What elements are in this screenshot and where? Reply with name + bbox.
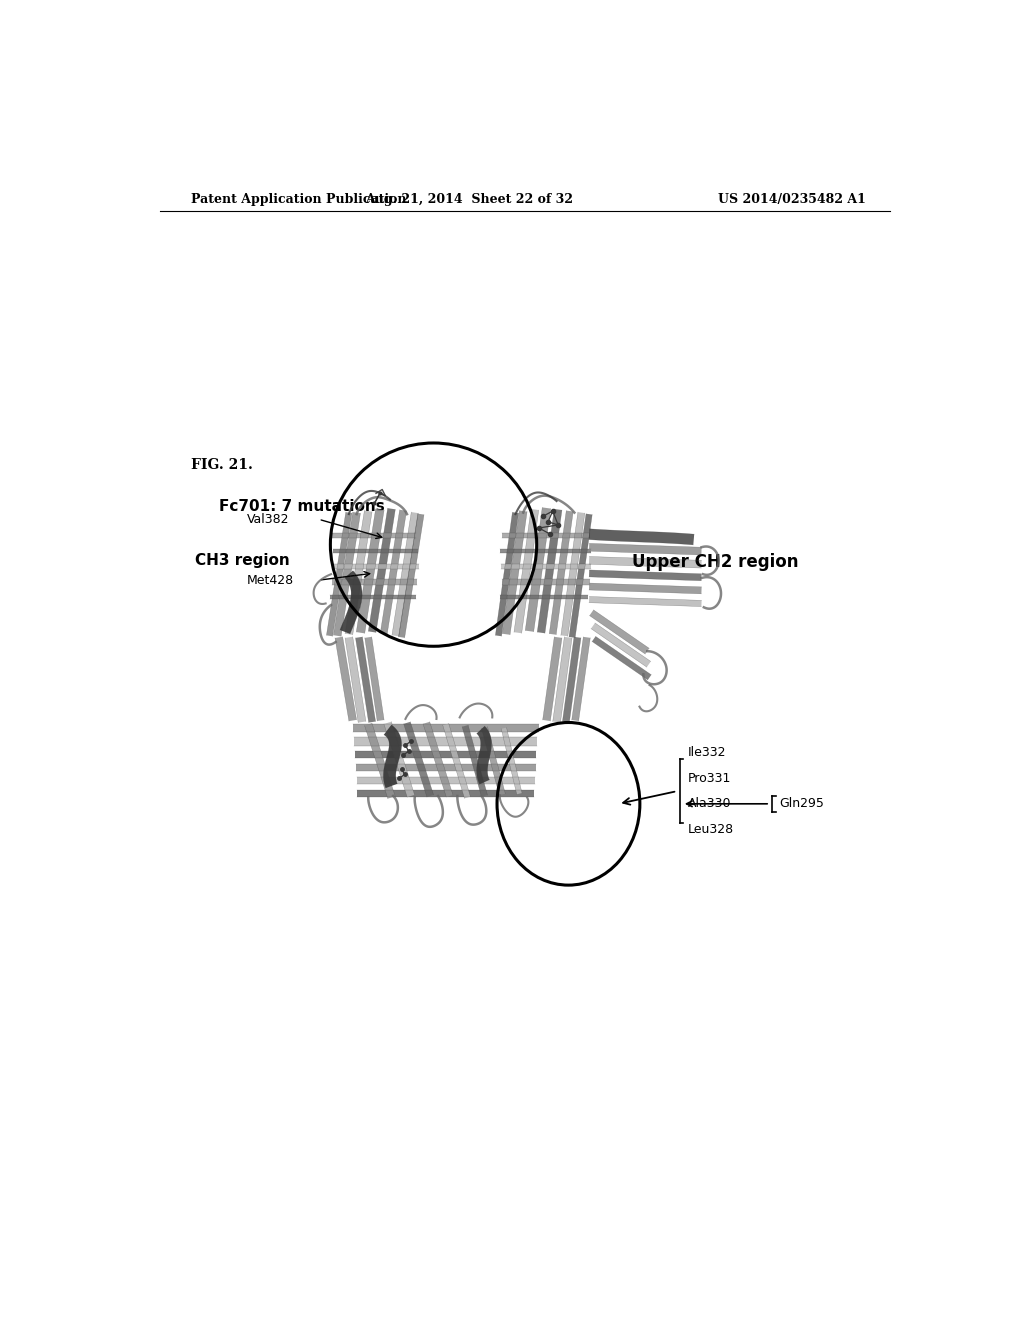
Polygon shape bbox=[331, 533, 417, 539]
Polygon shape bbox=[462, 725, 487, 797]
Polygon shape bbox=[562, 636, 581, 722]
Polygon shape bbox=[332, 579, 417, 585]
Polygon shape bbox=[589, 557, 701, 568]
Polygon shape bbox=[502, 579, 590, 585]
Polygon shape bbox=[501, 564, 591, 569]
Polygon shape bbox=[501, 727, 522, 795]
Polygon shape bbox=[327, 512, 352, 636]
Polygon shape bbox=[538, 510, 562, 634]
Polygon shape bbox=[369, 508, 395, 632]
Polygon shape bbox=[553, 636, 572, 722]
Polygon shape bbox=[365, 723, 395, 799]
Polygon shape bbox=[334, 512, 360, 636]
Text: Ile332: Ile332 bbox=[687, 747, 726, 759]
Polygon shape bbox=[549, 511, 573, 635]
Polygon shape bbox=[592, 636, 651, 680]
Polygon shape bbox=[561, 512, 585, 636]
Polygon shape bbox=[365, 636, 384, 721]
Polygon shape bbox=[569, 513, 592, 638]
Polygon shape bbox=[392, 512, 418, 636]
Polygon shape bbox=[589, 529, 694, 545]
Polygon shape bbox=[514, 510, 539, 634]
Text: Met428: Met428 bbox=[247, 574, 294, 586]
Polygon shape bbox=[345, 636, 366, 722]
Polygon shape bbox=[481, 726, 505, 795]
Polygon shape bbox=[331, 595, 416, 599]
Polygon shape bbox=[340, 570, 362, 634]
Polygon shape bbox=[543, 636, 562, 721]
Polygon shape bbox=[383, 725, 401, 788]
Text: Fc701: 7 mutations: Fc701: 7 mutations bbox=[219, 499, 385, 513]
Polygon shape bbox=[525, 507, 551, 632]
Polygon shape bbox=[590, 610, 649, 653]
Text: Aug. 21, 2014  Sheet 22 of 32: Aug. 21, 2014 Sheet 22 of 32 bbox=[366, 193, 573, 206]
Polygon shape bbox=[355, 751, 537, 758]
Polygon shape bbox=[398, 513, 424, 638]
Polygon shape bbox=[423, 722, 453, 797]
Polygon shape bbox=[502, 533, 590, 539]
Polygon shape bbox=[442, 723, 470, 799]
Polygon shape bbox=[356, 777, 535, 784]
Text: US 2014/0235482 A1: US 2014/0235482 A1 bbox=[718, 193, 866, 206]
Text: Pro331: Pro331 bbox=[687, 772, 731, 785]
Text: FIG. 21.: FIG. 21. bbox=[191, 458, 253, 473]
Text: Ala330: Ala330 bbox=[687, 797, 731, 810]
Text: Leu328: Leu328 bbox=[687, 822, 733, 836]
Polygon shape bbox=[500, 549, 592, 553]
Polygon shape bbox=[335, 636, 356, 721]
Text: Val382: Val382 bbox=[247, 512, 290, 525]
Polygon shape bbox=[356, 510, 384, 634]
Polygon shape bbox=[345, 511, 372, 635]
Polygon shape bbox=[334, 564, 419, 569]
Polygon shape bbox=[496, 512, 518, 636]
Polygon shape bbox=[354, 737, 538, 746]
Text: Upper CH2 region: Upper CH2 region bbox=[632, 553, 799, 570]
Polygon shape bbox=[591, 623, 651, 667]
Polygon shape bbox=[380, 510, 407, 634]
Text: CH3 region: CH3 region bbox=[196, 553, 290, 568]
Polygon shape bbox=[589, 570, 701, 581]
Text: Gln295: Gln295 bbox=[778, 797, 823, 810]
Polygon shape bbox=[403, 722, 433, 797]
Polygon shape bbox=[333, 549, 418, 553]
Polygon shape bbox=[589, 597, 701, 606]
Polygon shape bbox=[352, 723, 539, 733]
Polygon shape bbox=[357, 791, 535, 797]
Polygon shape bbox=[503, 511, 527, 635]
Polygon shape bbox=[589, 583, 701, 594]
Polygon shape bbox=[384, 722, 415, 797]
Polygon shape bbox=[500, 595, 589, 599]
Polygon shape bbox=[356, 764, 536, 771]
Polygon shape bbox=[355, 636, 376, 722]
Text: Patent Application Publication: Patent Application Publication bbox=[191, 193, 407, 206]
Polygon shape bbox=[476, 726, 492, 784]
Polygon shape bbox=[589, 544, 701, 554]
Polygon shape bbox=[571, 636, 590, 721]
